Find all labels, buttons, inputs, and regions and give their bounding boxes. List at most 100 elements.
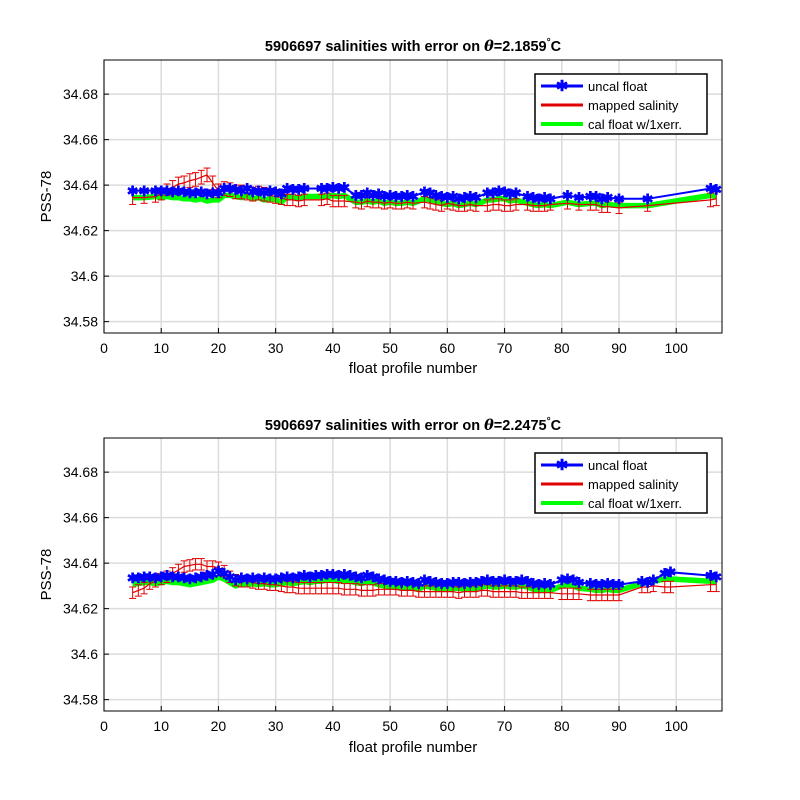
uncal-float-marker: ✱ (270, 571, 282, 587)
uncal-float-marker: ✱ (161, 568, 173, 584)
uncal-float-marker: ✱ (596, 191, 608, 207)
series-mapped-salinity (129, 558, 720, 602)
x-tick-label: 20 (211, 718, 227, 734)
uncal-float-marker: ✱ (344, 568, 356, 584)
uncal-float-marker: ✱ (424, 573, 436, 589)
x-tick-label: 30 (268, 718, 284, 734)
uncal-float-marker: ✱ (459, 190, 471, 206)
uncal-float-marker: ✱ (441, 190, 453, 206)
uncal-float-marker: ✱ (487, 185, 499, 201)
uncal-float-marker: ✱ (293, 569, 305, 585)
uncal-float-marker: ✱ (281, 181, 293, 197)
uncal-float-marker: ✱ (510, 573, 522, 589)
uncal-float-marker: ✱ (487, 573, 499, 589)
legend-label-mapped: mapped salinity (588, 477, 679, 492)
y-tick-label: 34.68 (63, 464, 98, 480)
uncal-float-marker: ✱ (173, 183, 185, 199)
uncal-float-marker: ✱ (504, 573, 516, 589)
series-uncal-float: ✱✱✱✱✱✱✱✱✱✱✱✱✱✱✱✱✱✱✱✱✱✱✱✱✱✱✱✱✱✱✱✱✱✱✱✱✱✱✱✱… (127, 179, 723, 206)
uncal-float-marker: ✱ (138, 183, 150, 199)
uncal-float-marker: ✱ (459, 576, 471, 592)
y-tick-label: 34.6 (71, 646, 98, 662)
uncal-float-marker: ✱ (173, 569, 185, 585)
uncal-float-marker: ✱ (544, 191, 556, 207)
uncal-float-marker: ✱ (258, 185, 270, 201)
uncal-float-marker: ✱ (144, 569, 156, 585)
x-tick-label: 10 (153, 718, 169, 734)
uncal-float-marker: ✱ (132, 570, 144, 586)
uncal-float-marker: ✱ (201, 186, 213, 202)
uncal-float-marker: ✱ (407, 189, 419, 205)
uncal-float-marker: ✱ (241, 181, 253, 197)
legend-label-uncal: uncal float (588, 458, 648, 473)
uncal-float-marker: ✱ (493, 183, 505, 199)
uncal-float-marker: ✱ (441, 576, 453, 592)
uncal-float-marker: ✱ (539, 576, 551, 592)
uncal-float-marker: ✱ (235, 183, 247, 199)
panel-title: 5906697 salinities with error on θ=2.185… (265, 37, 562, 55)
uncal-float-marker: ✱ (562, 571, 574, 587)
top-panel: 5906697 salinities with error on θ=2.185… (38, 37, 723, 377)
uncal-float-marker: ✱ (590, 189, 602, 205)
uncal-float-marker: ✱ (281, 569, 293, 585)
uncal-float-marker: ✱ (510, 185, 522, 201)
uncal-float-marker: ✱ (333, 181, 345, 197)
uncal-float-marker: ✱ (436, 189, 448, 205)
uncal-float-marker: ✱ (327, 567, 339, 583)
x-tick-label: 70 (497, 340, 513, 356)
uncal-float-marker: ✱ (413, 576, 425, 592)
uncal-float-marker: ✱ (585, 189, 597, 205)
uncal-float-marker: ✱ (430, 187, 442, 203)
x-axis-label: float profile number (349, 360, 477, 377)
uncal-float-marker: ✱ (178, 184, 190, 200)
uncal-float-marker: ✱ (373, 571, 385, 587)
uncal-float-marker: ✱ (276, 570, 288, 586)
uncal-float-marker: ✱ (602, 576, 614, 592)
uncal-float-marker: ✱ (504, 186, 516, 202)
uncal-float-marker: ✱ (253, 183, 265, 199)
uncal-float-marker: ✱ (390, 189, 402, 205)
panel-title: 5906697 salinities with error on θ=2.247… (265, 416, 562, 434)
uncal-float-marker: ✱ (710, 569, 722, 585)
legend-marker-uncal: ✱ (556, 457, 569, 474)
uncal-float-marker: ✱ (253, 571, 265, 587)
uncal-float-marker: ✱ (470, 190, 482, 206)
x-tick-label: 50 (382, 340, 398, 356)
uncal-float-marker: ✱ (338, 567, 350, 583)
uncal-float-marker: ✱ (493, 573, 505, 589)
uncal-float-marker: ✱ (499, 184, 511, 200)
legend-marker-uncal: ✱ (556, 78, 569, 95)
x-tick-label: 80 (554, 718, 570, 734)
x-tick-label: 0 (100, 718, 108, 734)
x-tick-label: 50 (382, 718, 398, 734)
y-tick-label: 34.64 (63, 555, 98, 571)
uncal-float-marker: ✱ (470, 574, 482, 590)
y-tick-label: 34.68 (63, 86, 98, 102)
uncal-float-marker: ✱ (516, 572, 528, 588)
uncal-float-marker: ✱ (310, 568, 322, 584)
uncal-float-marker: ✱ (321, 181, 333, 197)
uncal-float-marker: ✱ (636, 573, 648, 589)
uncal-float-marker: ✱ (287, 570, 299, 586)
uncal-float-marker: ✱ (316, 568, 328, 584)
uncal-float-marker: ✱ (430, 574, 442, 590)
uncal-float-marker: ✱ (218, 565, 230, 581)
uncal-float-marker: ✱ (270, 184, 282, 200)
y-tick-label: 34.66 (63, 132, 98, 148)
uncal-float-marker: ✱ (573, 190, 585, 206)
uncal-float-marker: ✱ (190, 185, 202, 201)
uncal-float-marker: ✱ (327, 179, 339, 195)
axis-ticks: 0 10 20 30 40 50 60 70 80 90 100 34.58 34.6 34.62 34.6… (63, 464, 688, 734)
uncal-float-marker: ✱ (155, 569, 167, 585)
y-axis-label: PSS-78 (38, 171, 55, 223)
uncal-float-marker: ✱ (482, 185, 494, 201)
uncal-float-marker: ✱ (235, 570, 247, 586)
uncal-float-marker: ✱ (539, 190, 551, 206)
uncal-float-marker: ✱ (361, 185, 373, 201)
x-tick-label: 70 (497, 718, 513, 734)
uncal-float-marker: ✱ (298, 568, 310, 584)
uncal-float-marker: ✱ (247, 570, 259, 586)
x-tick-label: 10 (153, 340, 169, 356)
uncal-float-marker: ✱ (190, 570, 202, 586)
